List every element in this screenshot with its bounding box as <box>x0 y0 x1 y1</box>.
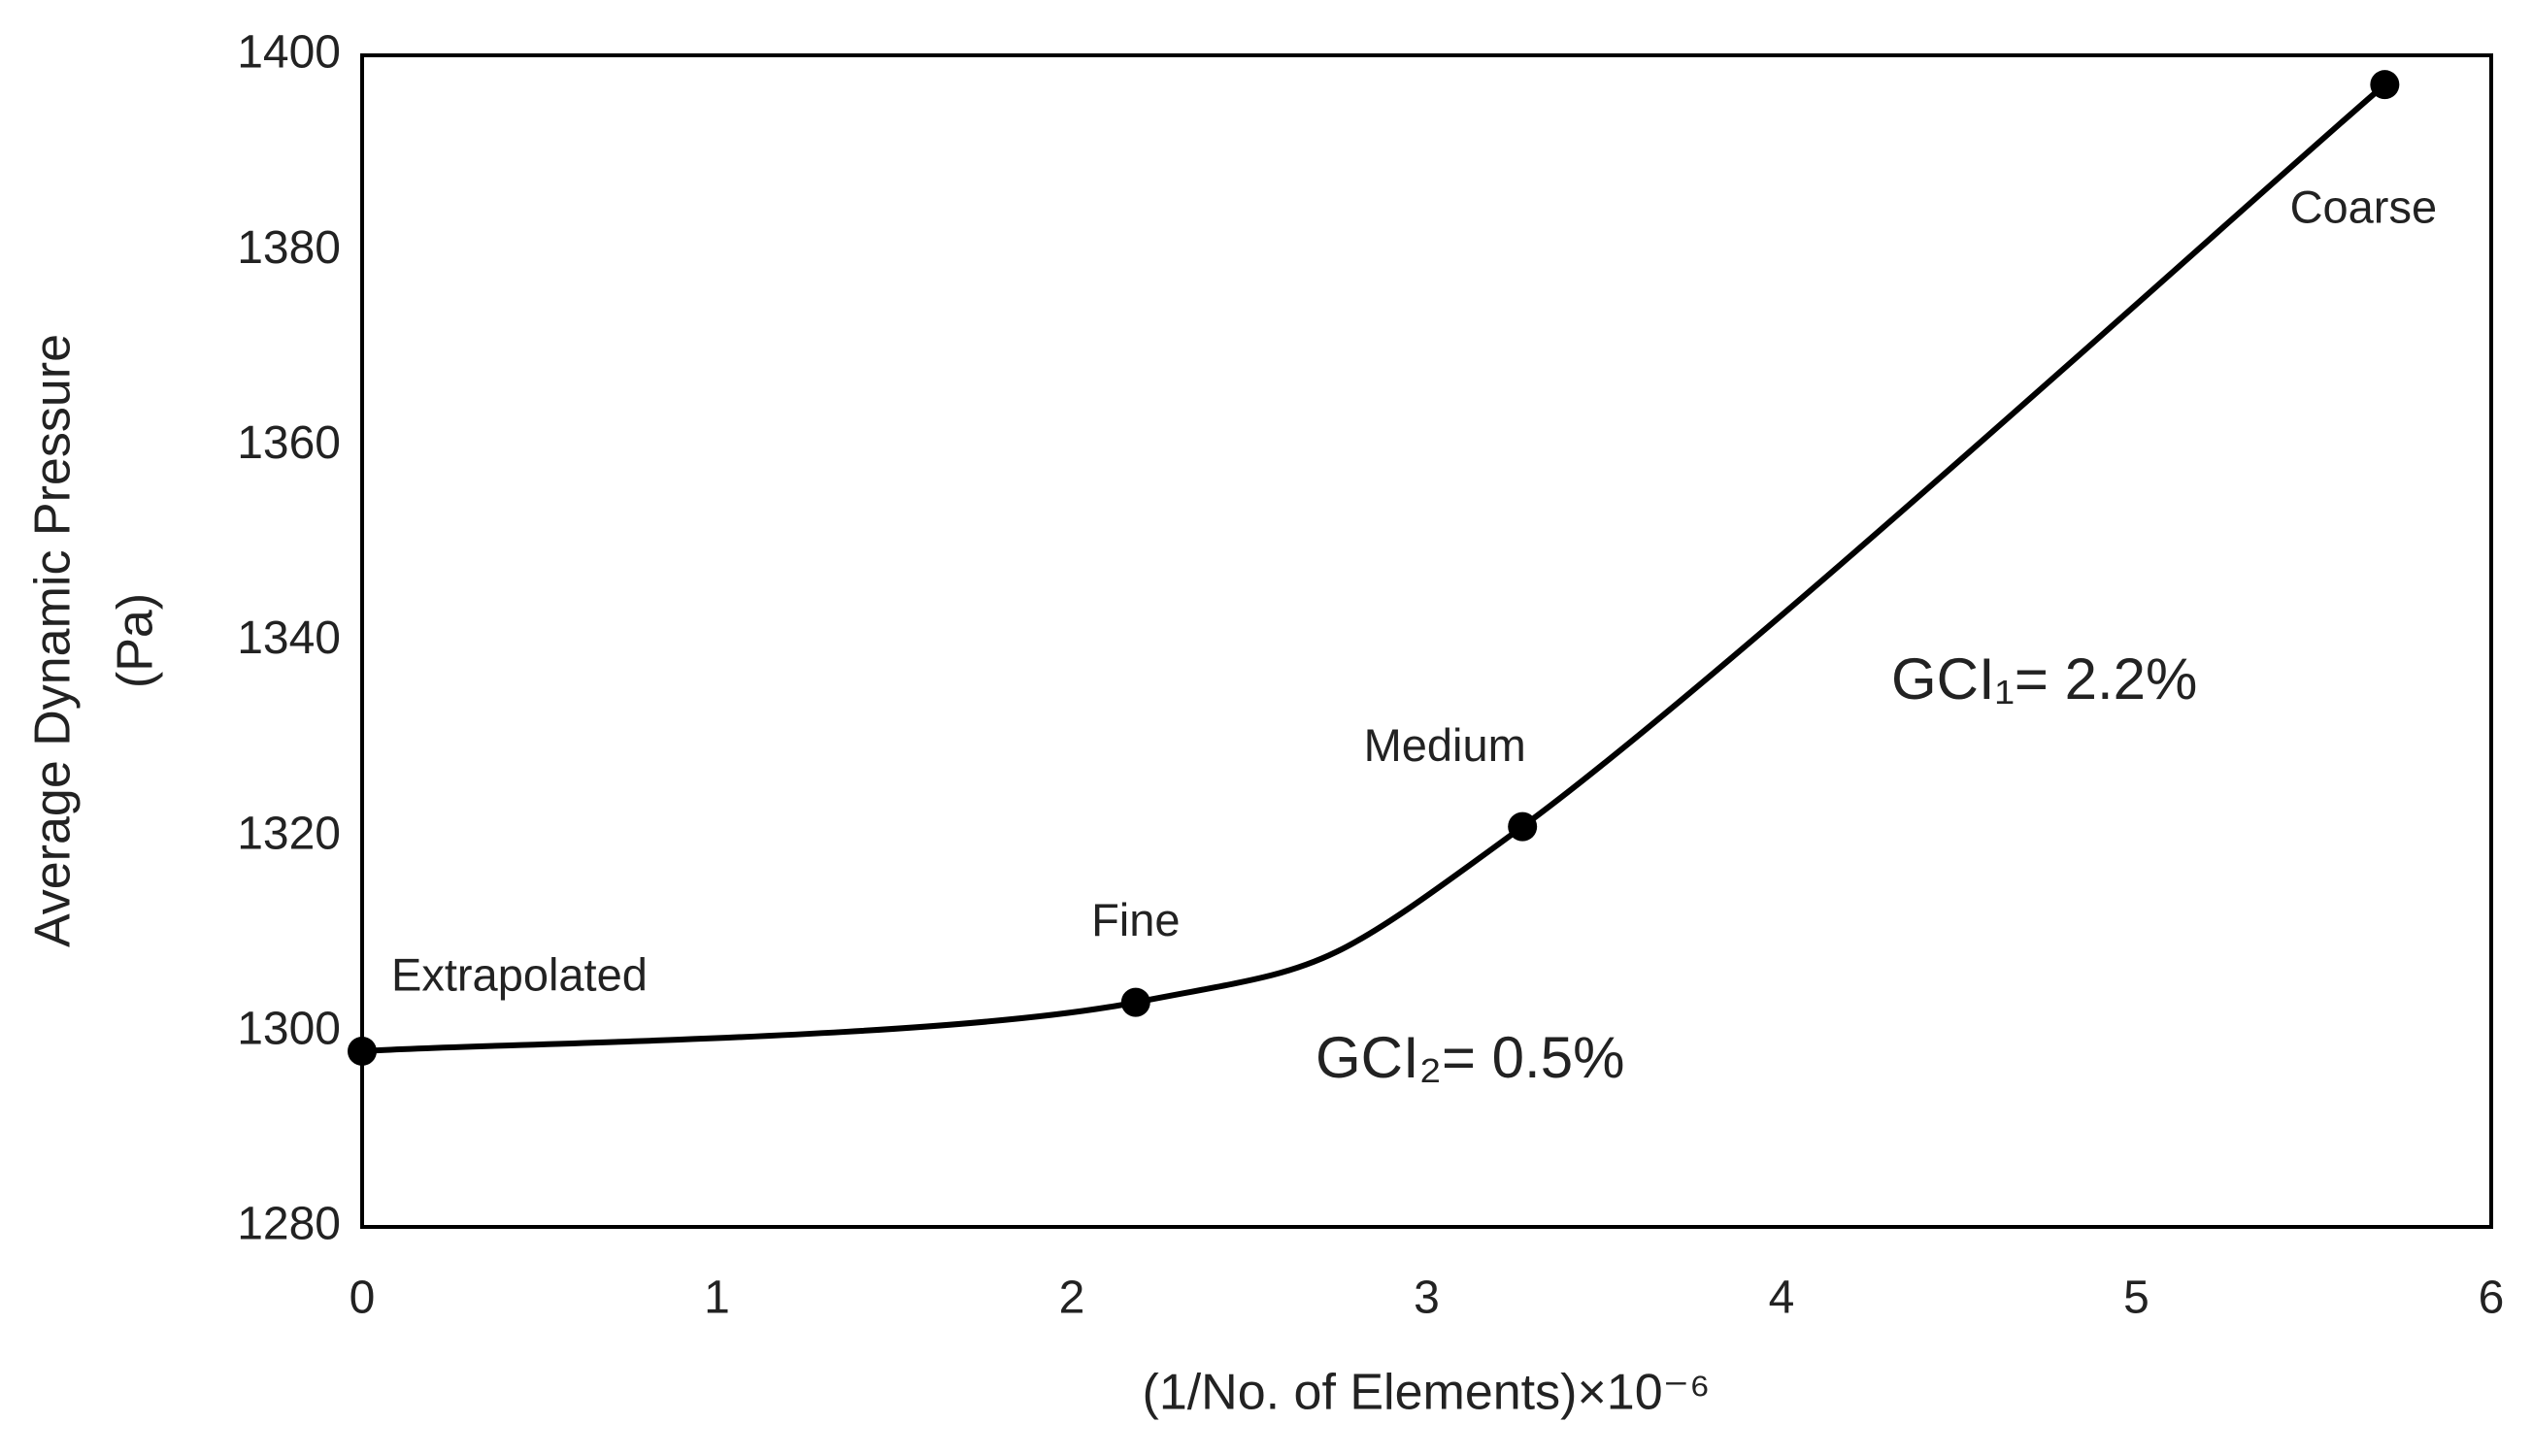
x-tick-label: 3 <box>1414 1273 1440 1324</box>
x-tick-label: 5 <box>2123 1273 2149 1324</box>
x-tick-label: 4 <box>1769 1273 1795 1324</box>
point-label: Coarse <box>2290 182 2438 233</box>
y-axis-label: Average Dynamic Pressure <box>25 334 82 947</box>
x-tick-label: 1 <box>704 1273 730 1324</box>
y-tick-label: 1280 <box>237 1199 341 1250</box>
point-label: Medium <box>1364 719 1526 771</box>
y-tick-label: 1300 <box>237 1004 341 1055</box>
point <box>2370 70 2400 100</box>
annotation: GCI₁= 2.2% <box>1891 646 2197 711</box>
point <box>1508 811 1538 842</box>
x-tick-label: 0 <box>350 1273 376 1324</box>
y-tick-label: 1400 <box>237 27 341 79</box>
y-axis-label: (Pa) <box>108 593 164 688</box>
plot-frame <box>360 53 2493 1229</box>
point-label: Fine <box>1091 894 1180 945</box>
point <box>1120 987 1150 1017</box>
x-tick-label: 2 <box>1059 1273 1085 1324</box>
annotation: GCI₂= 0.5% <box>1316 1025 1624 1090</box>
point-label: Extrapolated <box>391 948 648 1000</box>
x-axis-label: (1/No. of Elements)×10⁻⁶ <box>1143 1365 1711 1421</box>
y-tick-label: 1340 <box>237 612 341 664</box>
y-tick-label: 1360 <box>237 417 341 469</box>
y-tick-label: 1320 <box>237 808 341 859</box>
y-tick-label: 1380 <box>237 222 341 274</box>
point <box>348 1036 377 1066</box>
x-tick-label: 6 <box>2479 1273 2505 1324</box>
line <box>361 82 2387 1054</box>
